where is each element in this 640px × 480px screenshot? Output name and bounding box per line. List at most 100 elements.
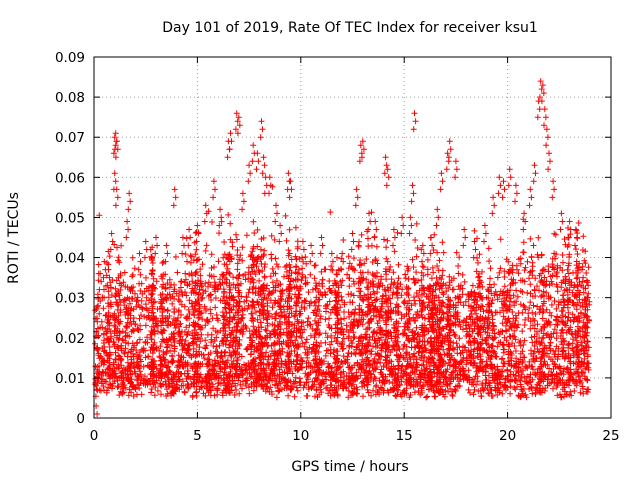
data-point	[459, 291, 466, 298]
data-point	[203, 242, 210, 249]
data-point	[494, 274, 501, 281]
data-point	[304, 354, 311, 361]
data-point	[585, 366, 592, 373]
data-point	[548, 312, 555, 319]
data-point	[374, 320, 381, 327]
data-point	[345, 387, 352, 394]
data-point	[233, 236, 240, 243]
data-point	[239, 385, 245, 392]
data-point	[387, 263, 394, 270]
data-point	[471, 227, 478, 234]
data-point	[258, 260, 265, 267]
data-point	[247, 374, 254, 380]
data-point	[545, 263, 552, 270]
data-point	[470, 391, 477, 398]
data-point	[497, 339, 504, 346]
data-point	[100, 383, 107, 390]
data-point	[534, 283, 540, 290]
data-point	[357, 372, 364, 379]
data-point	[153, 278, 160, 285]
data-point	[344, 271, 351, 278]
data-point	[497, 265, 504, 272]
data-point	[460, 302, 467, 309]
data-point	[471, 335, 478, 342]
data-point	[137, 371, 144, 378]
data-point	[148, 389, 155, 396]
data-point	[368, 392, 375, 399]
data-point	[132, 290, 138, 297]
data-point	[202, 392, 209, 399]
data-point	[457, 286, 463, 293]
data-point	[199, 261, 206, 268]
data-point	[198, 283, 205, 290]
data-point	[497, 236, 504, 243]
data-point	[456, 254, 463, 261]
data-point	[319, 370, 325, 377]
data-point	[291, 313, 298, 320]
data-point	[245, 275, 252, 282]
data-point	[485, 390, 492, 396]
data-point	[275, 335, 282, 342]
data-point	[456, 344, 463, 351]
data-point	[311, 262, 318, 269]
data-point	[364, 381, 371, 388]
data-point	[282, 212, 289, 219]
data-point	[263, 327, 270, 334]
data-point	[300, 384, 307, 391]
data-point	[378, 303, 385, 310]
data-point	[370, 302, 376, 309]
data-point	[362, 368, 368, 375]
data-point	[233, 386, 240, 393]
data-points	[92, 78, 593, 417]
data-point	[199, 294, 206, 301]
data-point	[310, 368, 316, 374]
data-point	[215, 258, 222, 265]
data-point	[142, 354, 149, 361]
data-point	[233, 231, 239, 238]
data-point	[275, 263, 282, 270]
data-point	[172, 253, 179, 260]
data-point	[529, 322, 536, 329]
data-point	[151, 392, 158, 399]
data-point	[201, 355, 208, 362]
data-point	[326, 315, 333, 322]
data-point	[402, 271, 409, 278]
data-point	[307, 332, 314, 339]
data-point	[302, 254, 309, 260]
data-point	[237, 381, 244, 388]
data-point	[398, 292, 405, 299]
data-point	[562, 313, 569, 320]
data-point	[412, 300, 419, 307]
data-point	[301, 326, 308, 333]
data-point	[456, 318, 463, 325]
data-point	[507, 390, 514, 397]
data-point	[318, 268, 325, 275]
data-point	[554, 322, 561, 328]
data-point	[269, 279, 276, 286]
data-point	[370, 387, 377, 394]
data-point	[202, 337, 209, 344]
data-point	[343, 373, 350, 380]
data-point	[225, 211, 232, 218]
data-point	[181, 388, 188, 395]
data-point	[431, 393, 438, 400]
data-point	[137, 271, 144, 278]
data-point	[522, 306, 529, 313]
data-point	[443, 288, 450, 295]
data-point	[303, 392, 310, 399]
data-point	[140, 363, 147, 370]
data-point	[166, 284, 173, 291]
data-point	[177, 298, 183, 305]
data-point	[120, 279, 127, 286]
data-point	[188, 253, 195, 260]
data-point	[341, 315, 348, 322]
data-point	[183, 324, 190, 331]
data-point	[154, 387, 161, 394]
data-point	[231, 392, 238, 398]
data-point	[447, 326, 453, 333]
data-point	[224, 265, 231, 272]
data-point	[209, 219, 215, 225]
data-point	[245, 302, 252, 309]
data-point	[244, 306, 251, 313]
